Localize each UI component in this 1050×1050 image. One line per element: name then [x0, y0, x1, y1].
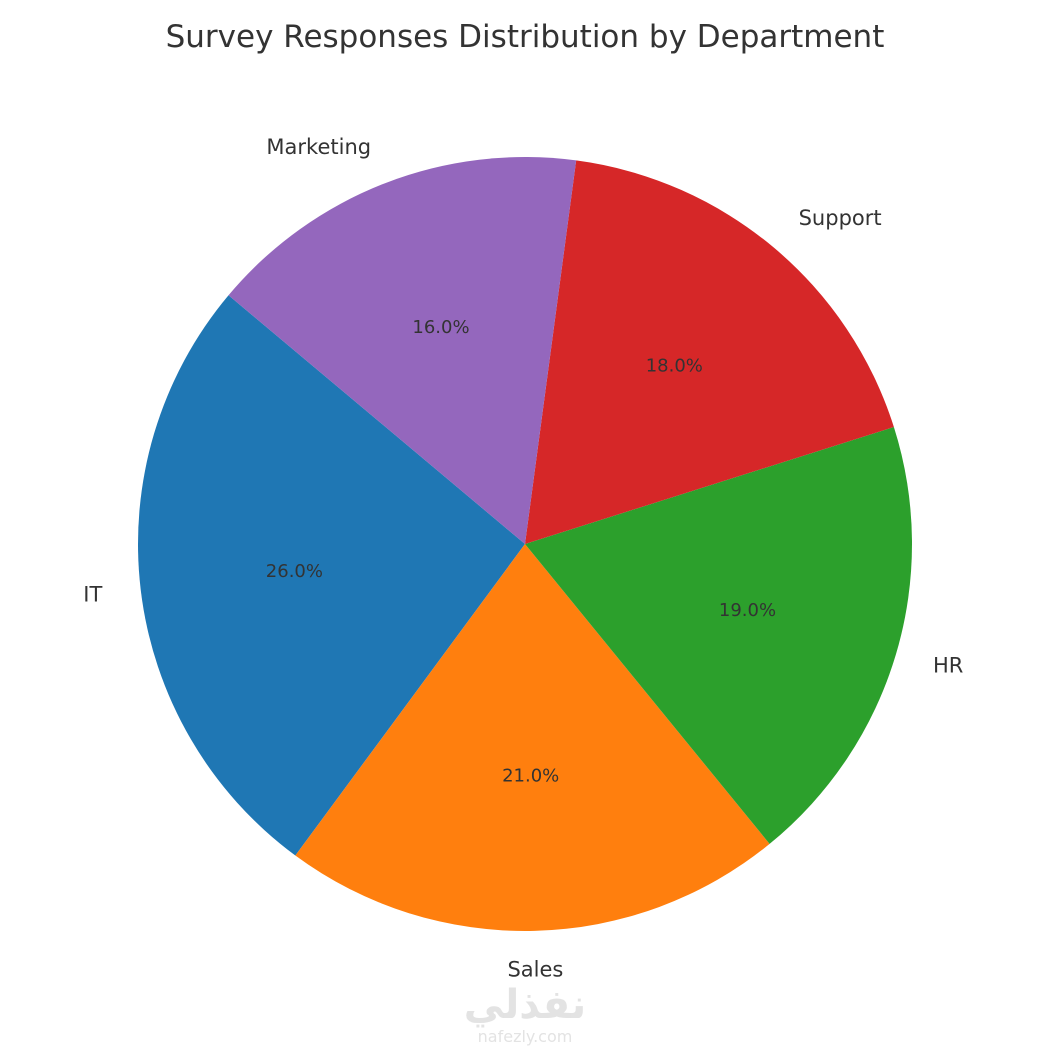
pie-slice-marketing [228, 157, 577, 544]
chart-title: Survey Responses Distribution by Departm… [166, 19, 885, 55]
pie-slice-hr [525, 426, 912, 844]
slice-label-it: IT [83, 582, 102, 606]
percent-label-support: 18.0% [646, 356, 703, 377]
slice-label-marketing: Marketing [266, 135, 371, 159]
pie-slice-sales [295, 544, 770, 931]
watermark: نفذلي nafezly.com [464, 982, 586, 1046]
percent-label-sales: 21.0% [502, 766, 559, 787]
pie-slice-it [138, 295, 526, 856]
pie-slices [138, 157, 912, 931]
slice-label-sales: Sales [507, 958, 563, 982]
percent-label-hr: 19.0% [719, 600, 776, 621]
slice-label-support: Support [799, 206, 882, 230]
slice-label-hr: HR [933, 654, 963, 678]
pie-slice-support [525, 160, 894, 544]
watermark-url: nafezly.com [478, 1027, 573, 1046]
watermark-logo: نفذلي [464, 982, 586, 1028]
percent-label-marketing: 16.0% [412, 317, 469, 338]
percent-label-it: 26.0% [266, 561, 323, 582]
pie-labels: IT 26.0% Sales 21.0% HR 19.0% Support 18.0% Mark… [83, 135, 963, 982]
